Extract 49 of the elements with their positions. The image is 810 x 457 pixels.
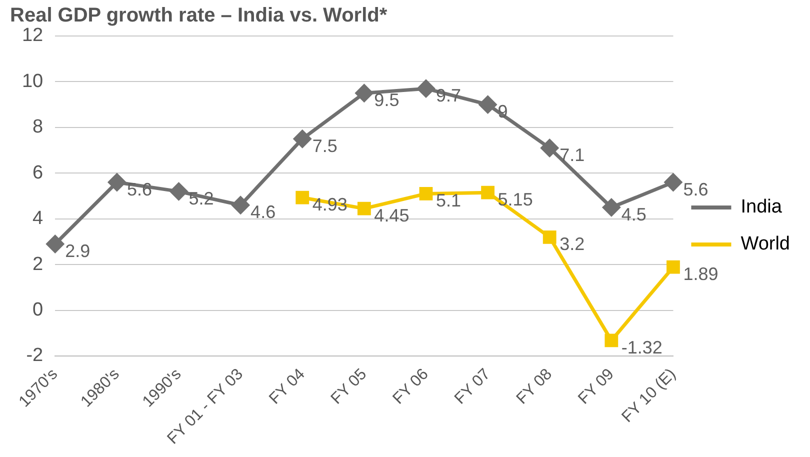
y-tick-label: -2 [26, 345, 44, 366]
point [540, 139, 558, 157]
point [296, 190, 310, 204]
x-tick-label: FY 04 [266, 366, 308, 408]
x-tick-label: FY 05 [328, 366, 370, 408]
point [46, 235, 64, 253]
x-tick-label: FY 06 [390, 366, 432, 408]
point [170, 182, 188, 200]
point [604, 334, 618, 348]
y-tick-label: 6 [32, 162, 44, 184]
point [666, 260, 680, 274]
data-label: -1.32 [621, 337, 662, 358]
x-tick-label: FY 07 [452, 366, 494, 408]
y-tick-label: 0 [32, 300, 44, 321]
point [664, 174, 682, 192]
point [294, 130, 312, 148]
data-label: 4.6 [250, 202, 276, 222]
legend-label: World [740, 234, 790, 255]
data-label: 2.9 [65, 240, 90, 261]
y-tick-label: 8 [32, 116, 44, 138]
data-label: 9.5 [374, 90, 400, 110]
chart-title: Real GDP growth rate – India vs. World* [10, 4, 388, 27]
point [602, 198, 620, 216]
data-label: 7.5 [312, 136, 338, 156]
point [542, 230, 556, 244]
data-label: 3.2 [560, 234, 585, 254]
point [355, 84, 373, 102]
data-label: 1.89 [683, 264, 718, 284]
point [479, 96, 497, 114]
y-tick-label: 2 [32, 254, 44, 275]
data-label: 7.1 [560, 144, 585, 165]
y-tick-label: 10 [22, 70, 44, 92]
data-label: 5.6 [683, 179, 708, 200]
point [417, 80, 435, 98]
x-tick-label: FY 08 [514, 366, 556, 408]
data-label: 5.15 [498, 190, 533, 210]
data-label: 5.1 [436, 190, 462, 211]
legend-label: India [740, 196, 782, 218]
point [232, 196, 250, 214]
point [419, 187, 433, 200]
point [357, 202, 371, 216]
x-tick-label: FY 09 [575, 366, 618, 408]
y-tick-label: 12 [22, 25, 44, 46]
x-tick-label: FY 10 (E) [618, 366, 680, 426]
data-label: 4.45 [374, 206, 410, 226]
data-label: 4.5 [621, 204, 646, 224]
y-tick-label: 4 [32, 208, 44, 230]
point [481, 186, 494, 200]
point [108, 174, 126, 192]
